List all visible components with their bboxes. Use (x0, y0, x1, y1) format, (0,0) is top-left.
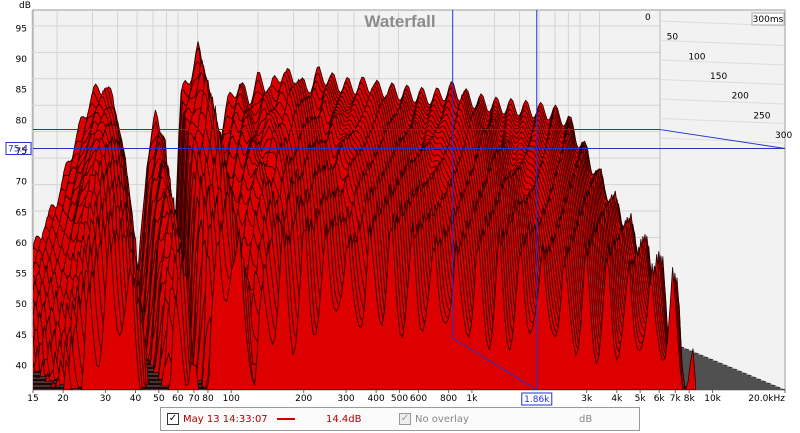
y-tick-label: 95 (16, 24, 27, 34)
x-tick-label: 80 (202, 394, 214, 404)
cursor-connector (659, 129, 786, 150)
y-tick-label: 75 (16, 147, 27, 157)
x-tick-label: 50 (153, 394, 165, 404)
time-tick-label: 300 (775, 131, 792, 141)
time-grid-line (659, 79, 786, 85)
measurement-checkbox[interactable]: ✓ (167, 413, 179, 425)
x-tick-label: 3k (581, 394, 593, 404)
chart-title: Waterfall (364, 12, 435, 31)
measurement-label[interactable]: May 13 14:33:07 (183, 414, 268, 425)
x-tick-label: 600 (410, 394, 427, 404)
y-tick-label: 45 (16, 331, 27, 341)
overlay-checkbox[interactable]: ✓ (399, 413, 411, 425)
y-tick-label: 80 (16, 116, 28, 126)
svg-text:75.4: 75.4 (8, 145, 28, 155)
overlay-label[interactable]: No overlay (415, 414, 469, 425)
time-grid-line (659, 118, 786, 124)
y-tick-label: 60 (16, 239, 28, 249)
x-tick-label: 20.0kHz (748, 394, 785, 404)
cursor-connector (452, 337, 538, 391)
time-grid-line (659, 59, 786, 66)
time-tick-label: 100 (688, 52, 705, 62)
x-tick-label: 15 (27, 394, 38, 404)
x-tick-label: 60 (172, 394, 184, 404)
x-tick-label: 30 (100, 394, 112, 404)
y-tick-label: 90 (16, 55, 28, 65)
y-tick-label: 55 (16, 270, 27, 280)
x-tick-label: 8k (684, 394, 696, 404)
svg-text:1.86k: 1.86k (524, 395, 550, 405)
x-tick-label: 10k (704, 394, 721, 404)
x-tick-label: 6k (654, 394, 666, 404)
waterfall-slices (33, 41, 696, 390)
waterfall-slice (33, 221, 696, 390)
y-tick-label: 85 (16, 86, 27, 96)
y-tick-label: 40 (16, 361, 28, 371)
time-grid-line (659, 40, 786, 46)
cursor-lines: 75.4 1.86k (5, 10, 786, 406)
y-axis-ticks: 95 90 85 80 75 70 65 60 55 50 45 40 (16, 24, 28, 371)
time-axis-unit-box: 300ms (751, 12, 785, 26)
x-tick-label: 70 (188, 394, 200, 404)
legend-bar: ✓ May 13 14:33:07 14.4dB ✓ No overlay dB (160, 407, 640, 431)
time-grid-line (659, 98, 786, 105)
cursor-y-readout: 75.4 (5, 142, 32, 156)
time-grid-line (659, 137, 786, 144)
x-tick-label: 100 (223, 394, 240, 404)
x-tick-label: 1k (466, 394, 478, 404)
x-tick-label: 800 (440, 394, 457, 404)
measurement-color-swatch (277, 418, 295, 420)
cursor-x-readout: 1.86k (521, 392, 553, 406)
measurement-value: 14.4dB (326, 414, 362, 425)
x-tick-label: 4k (611, 394, 623, 404)
x-tick-label: 500 (391, 394, 408, 404)
time-tick-label: 0 (645, 13, 651, 23)
y-axis-unit: dB (19, 1, 31, 11)
x-axis-ticks: 15 20 30 40 50 60 70 80 100 200 300 400 500 600 800 1k 3… (27, 390, 786, 404)
x-tick-label: 7k (670, 394, 682, 404)
y-tick-label: 65 (16, 208, 27, 218)
x-tick-label: 20 (57, 394, 69, 404)
x-tick-label: 5k (635, 394, 647, 404)
x-tick-label: 200 (295, 394, 312, 404)
time-tick-label: 250 (753, 111, 770, 121)
x-tick-label: 40 (130, 394, 142, 404)
x-tick-label: 400 (368, 394, 385, 404)
y-tick-label: 70 (16, 178, 28, 188)
overlay-unit: dB (579, 414, 593, 425)
y-tick-label: 50 (16, 300, 28, 310)
x-tick-label: 300 (337, 394, 354, 404)
time-tick-label: 50 (667, 33, 679, 43)
time-tick-label: 200 (732, 92, 749, 102)
svg-text:300ms: 300ms (753, 15, 784, 25)
time-tick-label: 150 (710, 72, 727, 82)
